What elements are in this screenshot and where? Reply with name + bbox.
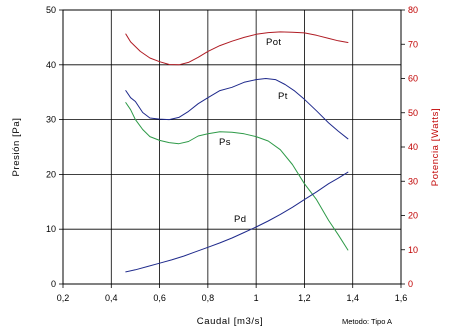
series-lines [125,31,349,273]
left-tick-label: 20 [46,169,56,179]
x-tick-label: 1,4 [346,293,359,303]
series-line-pot [125,31,349,66]
plot-frame [62,9,402,285]
x-tick-label: 0,6 [153,293,166,303]
series-line-pd [125,171,349,273]
series-label-pd: Pd [234,214,246,225]
x-tick-label: 1,2 [298,293,311,303]
right-tick-label: 30 [408,176,418,186]
series-line-ps [125,102,349,251]
right-tick-label: 20 [408,211,418,221]
method-note: Metodo: Tipo A [342,317,392,326]
x-tick-label: 0,2 [57,293,70,303]
left-tick-labels: 0 10 20 30 40 50 [46,5,56,289]
series-label-pot: Pot [266,37,281,48]
left-tick-label: 10 [46,224,56,234]
x-tick-labels: 0,2 0,4 0,6 0,8 1 1,2 1,4 1,6 [57,293,408,303]
grid [63,10,401,284]
right-tick-label: 10 [408,245,418,255]
left-tick-label: 30 [46,115,56,125]
left-tick-label: 0 [51,279,56,289]
right-tick-label: 40 [408,142,418,152]
x-tick-label: 0,8 [202,293,215,303]
left-tick-label: 40 [46,60,56,70]
x-axis-title: Caudal [m3/s] [197,316,263,327]
x-tick-label: 1,6 [395,293,408,303]
series-label-pt: Pt [278,91,288,102]
series-label-ps: Ps [219,137,231,148]
left-tick-label: 50 [46,5,56,15]
y-axis-title-left: Presión [Pa] [11,118,22,177]
y-axis-title-right: Potencia [Watts] [430,108,441,186]
x-tick-label: 1 [254,293,259,303]
right-tick-labels: 0 10 20 30 40 50 60 70 80 [408,5,418,289]
axes [59,9,405,288]
right-tick-label: 80 [408,5,418,15]
right-tick-label: 50 [408,108,418,118]
right-tick-label: 60 [408,74,418,84]
series-line-pt [125,78,349,140]
right-tick-label: 70 [408,39,418,49]
right-tick-label: 0 [408,279,413,289]
x-tick-label: 0,4 [105,293,118,303]
